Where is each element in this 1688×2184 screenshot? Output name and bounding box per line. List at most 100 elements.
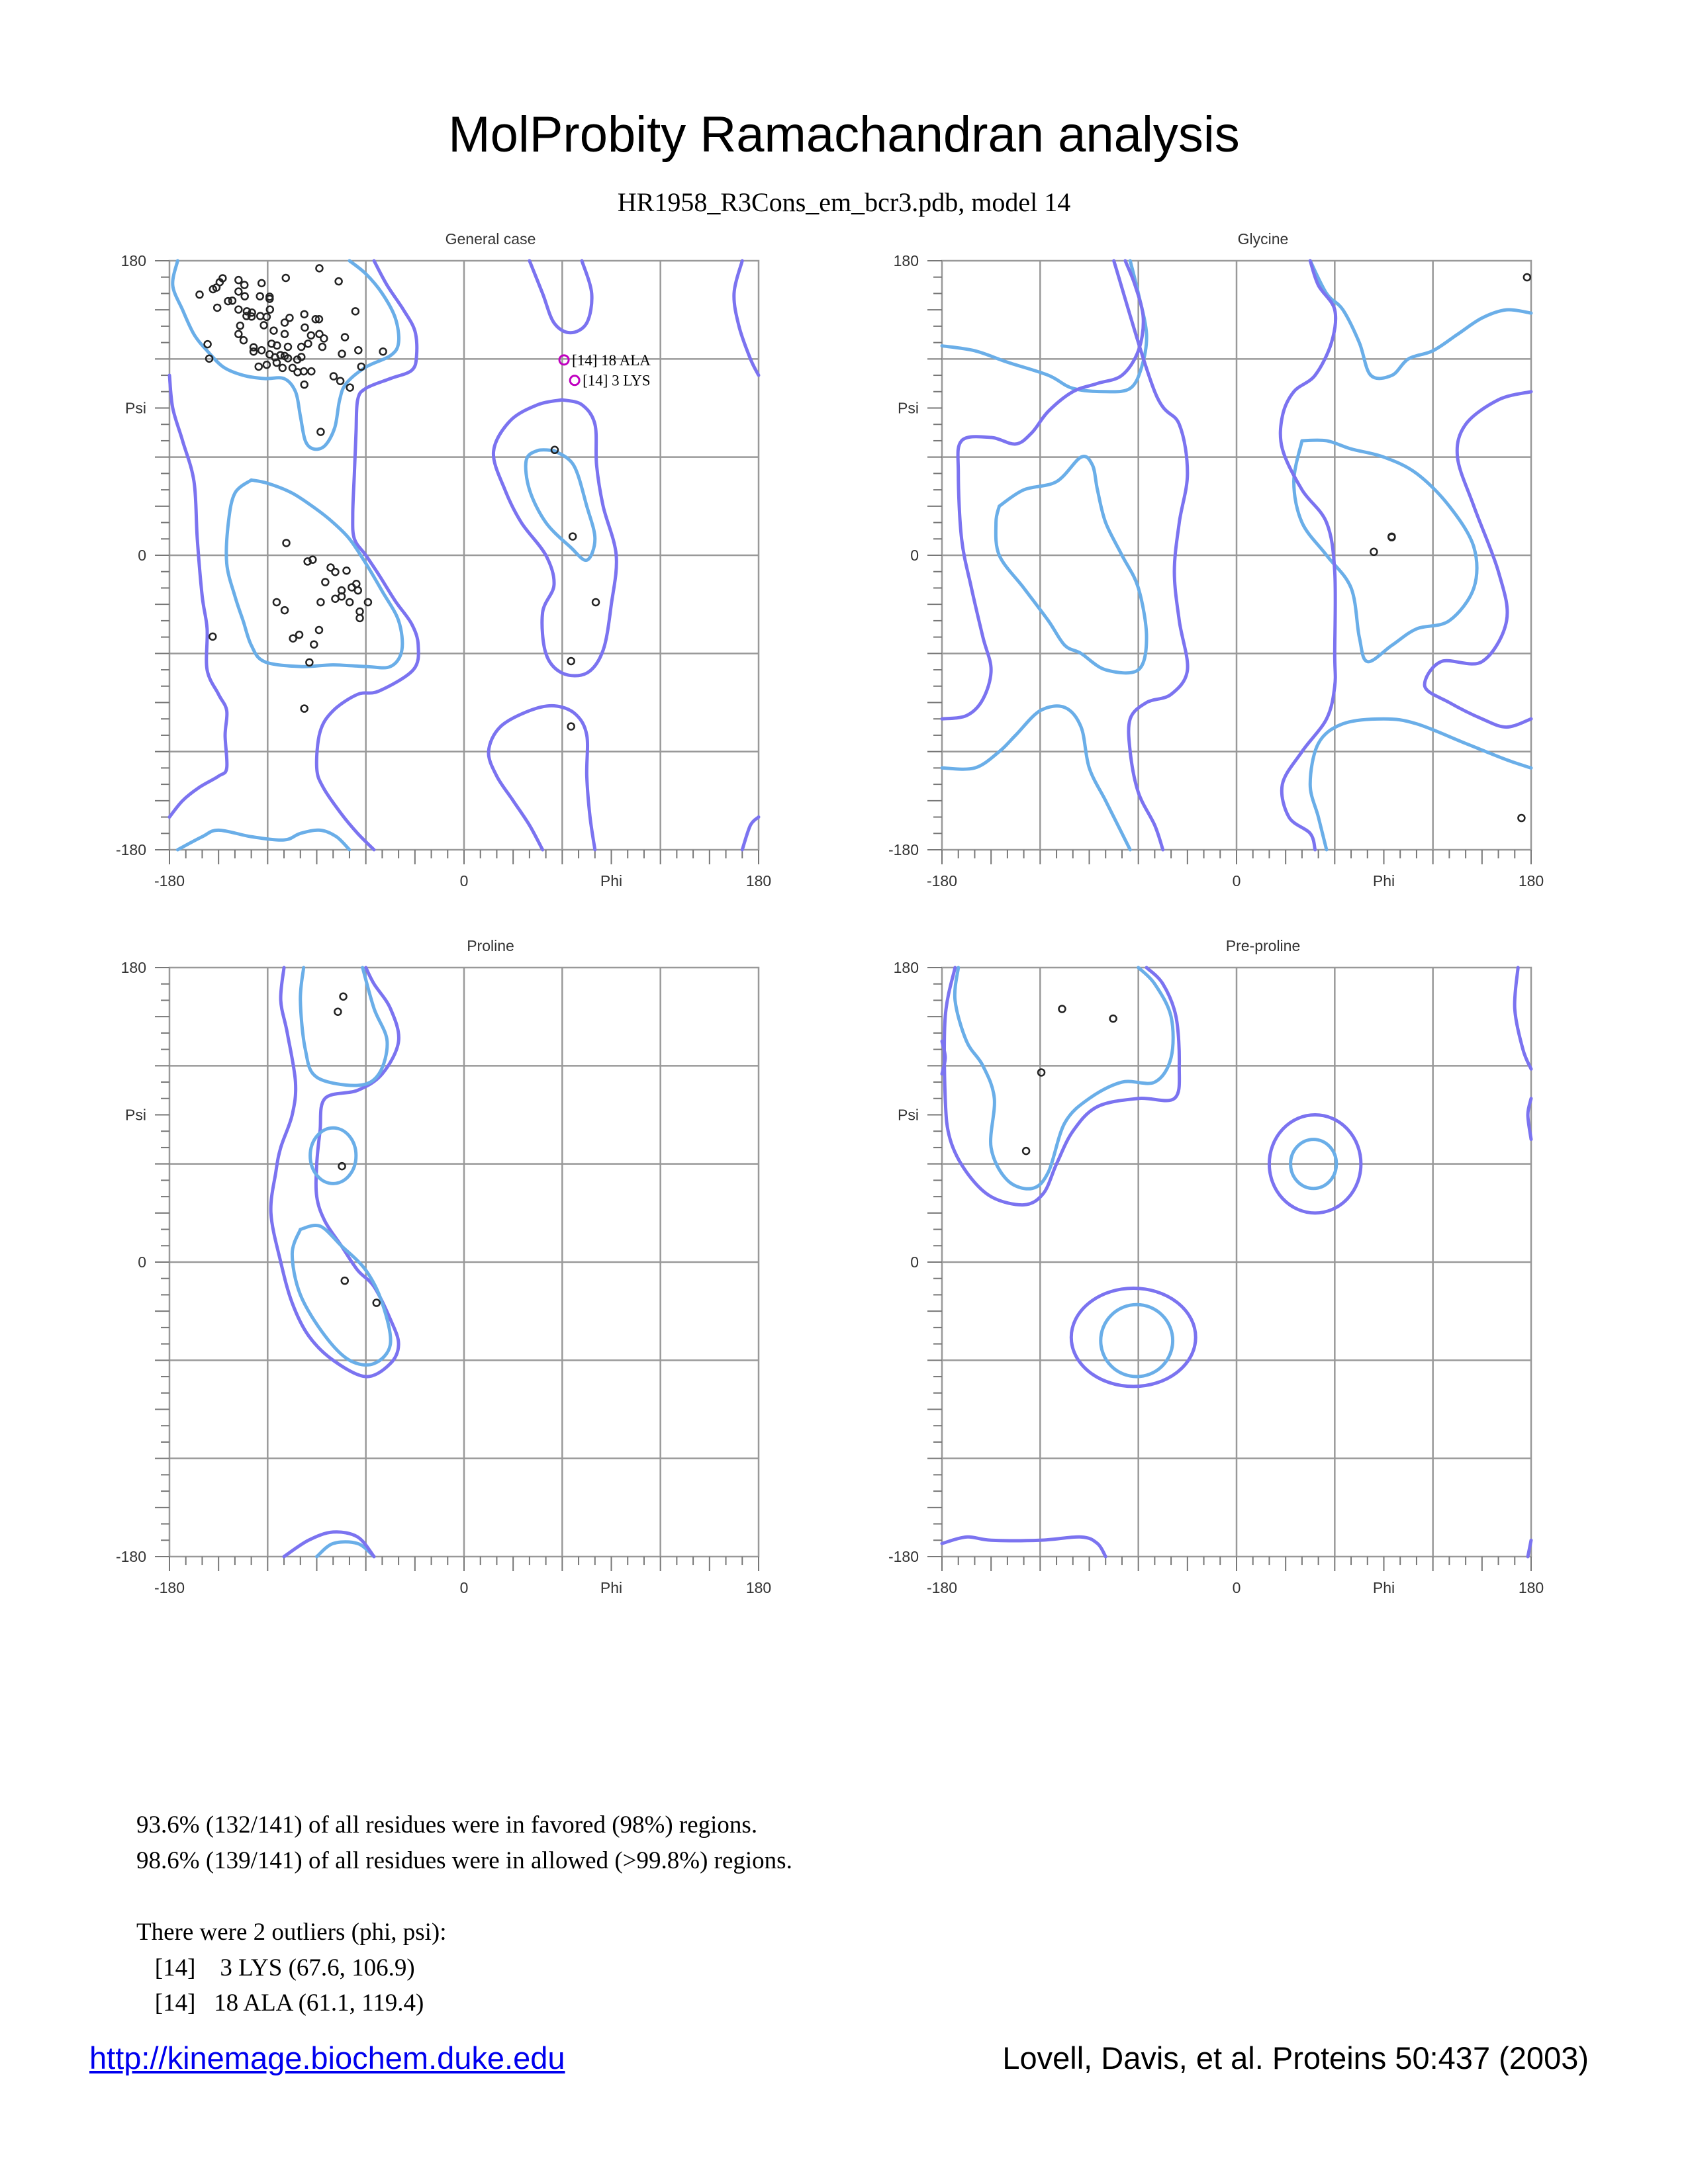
- data-point: [314, 625, 324, 635]
- allowed-contour: [1278, 259, 1338, 852]
- allowed-contour: [1526, 1538, 1533, 1559]
- allowed-contour: [487, 704, 597, 852]
- kinemage-link[interactable]: http://kinemage.biochem.duke.edu: [89, 2040, 565, 2075]
- data-point: [301, 323, 309, 332]
- allowed-contour: [167, 373, 229, 819]
- data-point: [346, 383, 354, 392]
- data-point: [300, 310, 308, 319]
- data-point: [351, 307, 360, 316]
- x-tick-label: -180: [154, 1579, 185, 1596]
- data-point: [355, 607, 364, 616]
- allowed-contour: [528, 259, 594, 335]
- data-point: [256, 312, 265, 320]
- data-point: [280, 330, 289, 339]
- x-tick-label: 0: [1233, 1579, 1241, 1596]
- data-point: [355, 614, 364, 623]
- favored-contour: [290, 1224, 393, 1367]
- favored-contour: [315, 1540, 376, 1559]
- data-point: [1517, 813, 1526, 823]
- x-tick-label: 180: [746, 872, 771, 889]
- data-point: [305, 658, 314, 667]
- allowed-contour: [940, 259, 1145, 721]
- data-point: [240, 281, 249, 289]
- y-axis-label: Psi: [125, 1107, 146, 1124]
- data-point: [259, 321, 268, 330]
- favored-contour: [1308, 717, 1533, 852]
- x-tick-label: 180: [1519, 872, 1544, 889]
- data-point: [203, 340, 212, 349]
- x-axis-label: Phi: [1373, 1579, 1395, 1596]
- allowed-summary: 98.6% (139/141) of all residues were in …: [136, 1847, 792, 1874]
- favored-summary: 93.6% (132/141) of all residues were in …: [136, 1811, 758, 1839]
- favored-contour: [953, 966, 1175, 1191]
- data-point: [318, 342, 327, 351]
- allowed-contour: [1069, 1287, 1197, 1388]
- data-point: [299, 367, 308, 376]
- data-point: [315, 264, 324, 273]
- y-axis-label: Psi: [898, 400, 919, 417]
- x-tick-label: 180: [1519, 1579, 1544, 1596]
- data-point: [265, 295, 274, 303]
- data-point: [379, 347, 387, 356]
- data-point: [212, 303, 222, 312]
- allowed-contour: [314, 259, 420, 852]
- x-axis-label: Phi: [600, 872, 622, 889]
- panel-title: Glycine: [1238, 230, 1289, 248]
- favored-contour: [1099, 1302, 1175, 1379]
- data-point: [1037, 1068, 1046, 1077]
- data-point: [363, 598, 373, 607]
- allowed-contour: [940, 1039, 947, 1076]
- data-point: [242, 312, 251, 320]
- data-point: [306, 331, 316, 340]
- data-point: [272, 598, 281, 607]
- allowed-contour: [1423, 390, 1533, 729]
- data-point: [234, 330, 243, 339]
- allowed-contour: [1513, 966, 1533, 1071]
- y-tick-label: 0: [910, 1253, 919, 1271]
- data-point: [331, 567, 340, 576]
- page-title: MolProbity Ramachandran analysis: [448, 107, 1240, 163]
- data-point: [280, 318, 289, 327]
- data-point: [372, 1298, 381, 1307]
- favored-contour: [940, 259, 1149, 394]
- data-point: [273, 341, 281, 350]
- plot-pre-proline: Pre-proline -180 0 180 Phi 180 0 -180 Psi: [888, 937, 1544, 1596]
- data-point: [308, 555, 317, 564]
- data-point: [338, 1161, 346, 1171]
- favored-contour: [224, 478, 404, 670]
- data-point: [320, 334, 328, 343]
- data-point: [209, 632, 217, 641]
- data-point: [338, 349, 346, 358]
- favored-contour: [171, 259, 400, 451]
- data-point: [568, 532, 577, 541]
- favored-contour: [1308, 259, 1533, 381]
- data-point: [285, 314, 294, 322]
- favored-contour: [524, 448, 597, 563]
- allowed-contour: [282, 1530, 376, 1559]
- plot-general-case: [14] 18 ALA [14] 3 LYS General case -180 0 18…: [116, 230, 771, 889]
- data-point: [257, 345, 266, 355]
- data-point: [303, 557, 312, 566]
- outlier-label: [14] 18 ALA: [572, 352, 651, 369]
- favored-contour: [299, 966, 389, 1087]
- data-point: [224, 296, 232, 306]
- data-point: [257, 279, 266, 288]
- data-point: [345, 598, 354, 607]
- data-point: [316, 428, 325, 436]
- data-point: [340, 333, 350, 341]
- outlier-line: [14] 3 LYS (67.6, 106.9): [136, 1954, 415, 1981]
- data-point: [278, 363, 287, 373]
- x-tick-label: -180: [927, 1579, 957, 1596]
- data-point: [337, 592, 346, 601]
- allowed-contour: [1112, 259, 1190, 852]
- x-tick-label: -180: [154, 872, 185, 889]
- x-tick-label: 0: [1233, 872, 1241, 889]
- data-point: [265, 305, 275, 314]
- data-point: [288, 363, 297, 373]
- allowed-contour: [943, 966, 1182, 1207]
- data-point: [354, 345, 363, 355]
- data-point: [329, 372, 338, 381]
- data-point: [321, 578, 330, 586]
- data-point: [234, 305, 243, 314]
- data-point: [262, 360, 271, 369]
